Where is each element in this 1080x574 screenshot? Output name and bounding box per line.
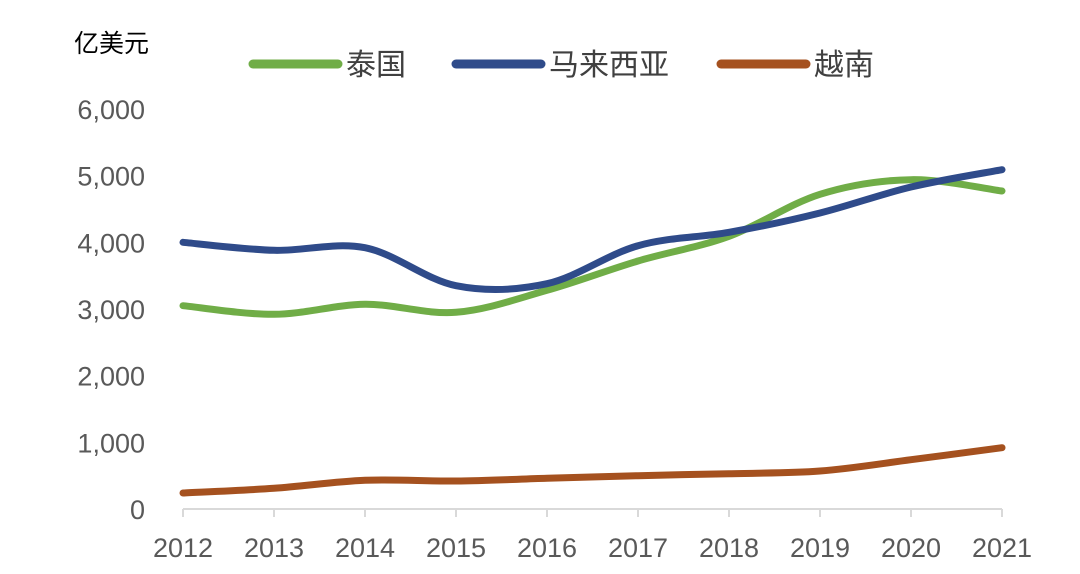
y-tick-label: 5,000 [77, 162, 145, 192]
x-tick-label: 2021 [972, 533, 1032, 563]
x-axis: 2012 2013 2014 2015 2016 2017 2018 2019 2020 2021 [153, 508, 1032, 563]
y-tick-label: 6,000 [77, 95, 145, 125]
legend: 泰国 马来西亚 越南 [248, 48, 874, 83]
y-tick-label: 2,000 [77, 362, 145, 392]
x-tick-label: 2013 [244, 533, 304, 563]
series-layer [179, 166, 1006, 497]
legend-label: 马来西亚 [549, 48, 669, 83]
y-tick-label: 4,000 [77, 228, 145, 258]
y-tick-label: 3,000 [77, 295, 145, 325]
x-tick-label: 2014 [335, 533, 395, 563]
x-tick-label: 2017 [608, 533, 668, 563]
x-tick-label: 2019 [790, 533, 850, 563]
series-line-1 [179, 166, 1006, 293]
x-tick-label: 2015 [426, 533, 486, 563]
x-tick-label: 2012 [153, 533, 213, 563]
y-tick-label: 1,000 [77, 428, 145, 458]
x-tick-label: 2016 [517, 533, 577, 563]
legend-label: 越南 [814, 48, 874, 83]
x-tick-label: 2020 [881, 533, 941, 563]
series-line-0 [179, 176, 1006, 318]
y-tick-label: 0 [130, 495, 145, 525]
x-tick-label: 2018 [699, 533, 759, 563]
y-axis: 0 1,000 2,000 3,000 4,000 5,000 6,000 [77, 95, 145, 525]
series-line-2 [179, 444, 1006, 497]
legend-label: 泰国 [346, 48, 406, 83]
y-axis-unit-label: 亿美元 [74, 29, 149, 58]
